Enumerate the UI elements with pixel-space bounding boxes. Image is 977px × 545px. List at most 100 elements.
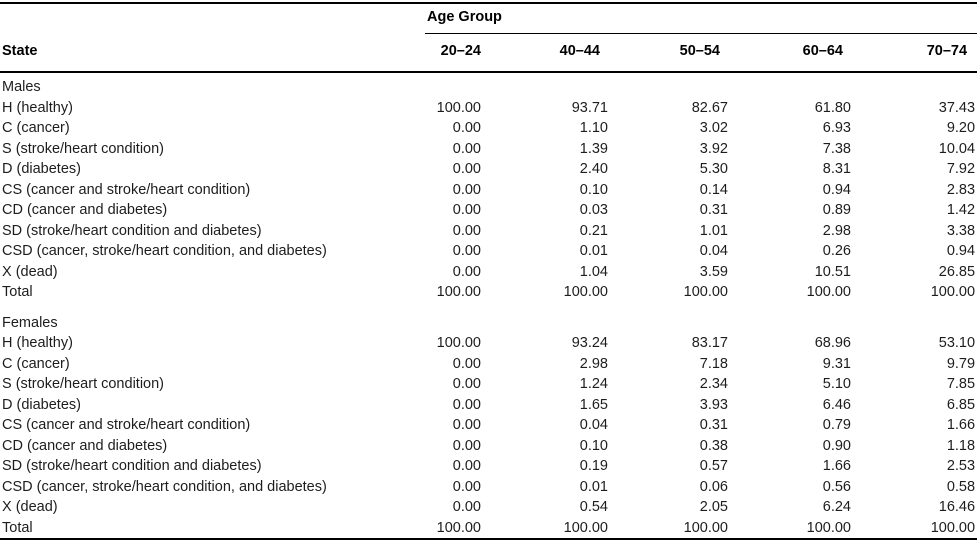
value-cell: 0.00 [452, 437, 481, 454]
value-cell: 6.85 [946, 396, 976, 413]
state-label: X (dead) [2, 263, 58, 280]
state-label: CSD (cancer, stroke/heart condition, and… [2, 243, 327, 259]
value-cell: 100.00 [806, 284, 851, 300]
value-cell: 3.02 [699, 120, 728, 136]
state-label: D (diabetes) [2, 396, 81, 413]
value-cell: 2.83 [946, 181, 976, 198]
table-row: D (diabetes) 0.00 2.40 5.30 8.31 7.92 [0, 159, 977, 180]
table-row: C (cancer) 0.00 1.10 3.02 6.93 9.20 [0, 118, 977, 139]
section-label: Females [2, 314, 58, 331]
value-cell: 0.03 [579, 202, 608, 218]
table-row: S (stroke/heart condition) 0.00 1.24 2.34 5.… [0, 374, 977, 395]
age-group-header-row: Age Group [0, 3, 977, 34]
value-cell: 100.00 [683, 519, 728, 536]
table-row: CD (cancer and diabetes) 0.00 0.10 0.38 0.90… [0, 436, 977, 457]
value-cell: 26.85 [938, 263, 976, 280]
value-cell: 1.42 [946, 202, 976, 218]
value-cell: 3.93 [699, 396, 728, 413]
value-cell: 0.00 [452, 396, 481, 413]
state-label: C (cancer) [2, 355, 70, 372]
section-header-row: Males [0, 72, 977, 98]
value-cell: 7.18 [699, 355, 728, 372]
state-label: SD (stroke/heart condition and diabetes) [2, 222, 262, 239]
value-cell: 2.34 [699, 376, 728, 392]
table-row: X (dead) 0.00 0.54 2.05 6.24 16.46 [0, 497, 977, 518]
age-column-header: 40–44 [483, 33, 610, 73]
value-cell: 2.05 [699, 499, 728, 515]
value-cell: 0.79 [822, 417, 851, 433]
state-label: H (healthy) [2, 335, 73, 351]
value-cell: 100.00 [683, 284, 728, 300]
value-cell: 0.06 [699, 478, 728, 495]
value-cell: 2.53 [946, 458, 976, 474]
value-cell: 100.00 [436, 519, 481, 536]
table-row: SD (stroke/heart condition and diabetes)… [0, 456, 977, 477]
value-cell: 0.00 [452, 355, 481, 372]
value-cell: 0.21 [579, 222, 608, 239]
value-cell: 0.10 [579, 181, 608, 198]
value-cell: 0.00 [452, 222, 481, 239]
age-group-spacer [0, 3, 425, 34]
value-cell: 1.66 [946, 417, 976, 433]
value-cell: 6.24 [822, 499, 851, 515]
value-cell: 0.00 [452, 202, 481, 218]
value-cell: 0.94 [822, 181, 851, 198]
value-cell: 7.38 [822, 140, 851, 157]
value-cell: 6.93 [822, 120, 851, 136]
table-row: H (healthy) 100.00 93.71 82.67 61.80 37.43 [0, 98, 977, 119]
value-cell: 10.04 [938, 140, 976, 157]
value-cell: 1.01 [699, 222, 728, 239]
value-cell: 0.58 [946, 478, 976, 495]
value-cell: 0.00 [452, 417, 481, 433]
value-cell: 0.00 [452, 458, 481, 474]
value-cell: 53.10 [938, 335, 976, 351]
state-label: CS (cancer and stroke/heart condition) [2, 181, 251, 198]
value-cell: 1.18 [946, 437, 976, 454]
value-cell: 1.10 [579, 120, 608, 136]
table-header: Age Group State 20–24 40–44 50–54 60–64 70–7… [0, 3, 977, 73]
value-cell: 1.65 [579, 396, 608, 413]
value-cell: 9.79 [946, 355, 976, 372]
value-cell: 2.98 [822, 222, 851, 239]
state-label: X (dead) [2, 499, 58, 515]
value-cell: 0.00 [452, 263, 481, 280]
section-header-row: Females [0, 303, 977, 334]
value-cell: 0.01 [579, 478, 608, 495]
value-cell: 7.92 [946, 161, 976, 177]
value-cell: 100.00 [563, 519, 608, 536]
value-cell: 0.31 [699, 417, 728, 433]
value-cell: 6.46 [822, 396, 851, 413]
value-cell: 3.59 [699, 263, 728, 280]
value-cell: 0.00 [452, 120, 481, 136]
value-cell: 0.10 [579, 437, 608, 454]
age-group-header: Age Group [425, 3, 977, 34]
value-cell: 7.85 [946, 376, 976, 392]
age-column-header: 50–54 [610, 33, 730, 73]
state-label: CD (cancer and diabetes) [2, 202, 168, 218]
value-cell: 0.94 [946, 243, 976, 259]
value-cell: 37.43 [938, 99, 976, 116]
value-cell: 100.00 [806, 519, 851, 536]
value-cell: 9.31 [822, 355, 851, 372]
value-cell: 0.56 [822, 478, 851, 495]
value-cell: 0.00 [452, 243, 481, 259]
state-label: CD (cancer and diabetes) [2, 437, 168, 454]
value-cell: 1.24 [579, 376, 608, 392]
table-row: CS (cancer and stroke/heart condition) 0.… [0, 180, 977, 201]
value-cell: 2.98 [579, 355, 608, 372]
value-cell: 82.67 [691, 99, 728, 116]
section-label: Males [2, 79, 41, 95]
table-row: H (healthy) 100.00 93.24 83.17 68.96 53.10 [0, 333, 977, 354]
value-cell: 0.04 [699, 243, 728, 259]
table-row: C (cancer) 0.00 2.98 7.18 9.31 9.79 [0, 354, 977, 375]
value-cell: 9.20 [946, 120, 976, 136]
state-label: S (stroke/heart condition) [2, 376, 164, 392]
value-cell: 0.26 [822, 243, 851, 259]
state-label: Total [2, 519, 33, 536]
value-cell: 0.01 [579, 243, 608, 259]
column-header-row: State 20–24 40–44 50–54 60–64 70–74 [0, 33, 977, 73]
value-cell: 0.00 [452, 140, 481, 157]
age-column-header: 20–24 [425, 33, 483, 73]
value-cell: 0.04 [579, 417, 608, 433]
value-cell: 0.90 [822, 437, 851, 454]
